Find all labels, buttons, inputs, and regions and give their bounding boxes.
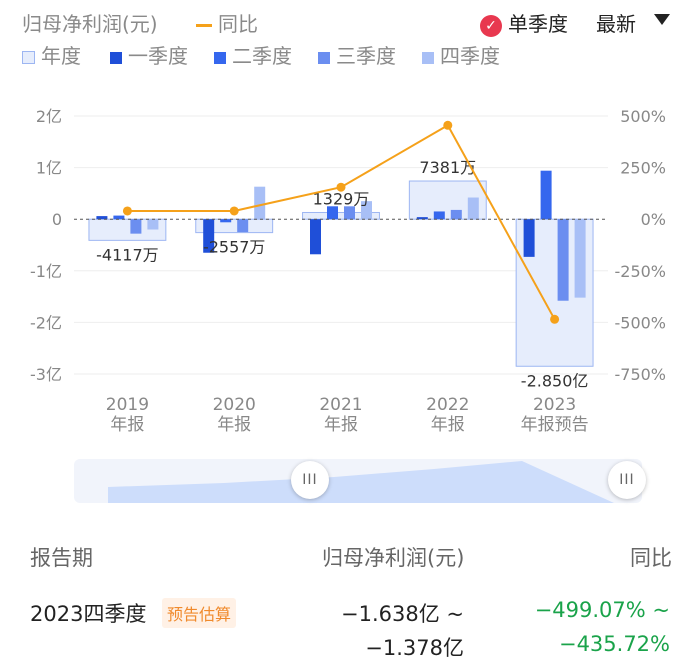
single-quarter-toggle[interactable]: ✓ 单季度 xyxy=(480,8,568,40)
latest-dropdown[interactable]: 最新 xyxy=(596,8,636,40)
quarter-bar xyxy=(96,216,108,220)
yoy-point xyxy=(122,206,132,216)
table-row[interactable]: 2023四季度 预告估算 −1.638亿 ~ −1.378亿 −499.07% … xyxy=(0,592,700,666)
legend-row-1: 归母净利润(元) 同比 ✓ 单季度 最新 xyxy=(22,8,682,40)
right-tick-label: -750% xyxy=(614,365,666,384)
right-tick-label: -250% xyxy=(614,262,666,281)
quarter-bar xyxy=(220,219,232,223)
q2-swatch-icon xyxy=(214,51,226,64)
annual-value-label: -2557万 xyxy=(203,238,266,257)
quarter-bar xyxy=(433,211,445,220)
yoy-line xyxy=(127,123,556,320)
left-tick-label: 2亿 xyxy=(36,107,62,126)
category-label: 年报 xyxy=(324,415,358,435)
annual-value-label: 7381万 xyxy=(419,158,476,177)
profit-chart[interactable]: 2亿 500% 1亿 250% 0 0% -1亿 -250% -2亿 -500% -3亿 -750% -… xyxy=(0,0,700,450)
legend-annual-label: 年度 xyxy=(41,44,81,68)
quarter-bar xyxy=(310,219,321,255)
legend-row-2: 年度 一季度 二季度 三季度 四季度 xyxy=(22,40,682,72)
estimate-tag: 预告估算 xyxy=(162,598,237,628)
slider-left-handle[interactable]: III xyxy=(291,461,329,499)
col-profit: 归母净利润(元) xyxy=(322,546,465,570)
quarter-bar xyxy=(361,201,372,220)
col-period: 报告期 xyxy=(30,546,93,570)
legend-yoy-label: 同比 xyxy=(218,12,258,36)
row-period: 2023四季度 xyxy=(30,602,147,626)
legend-q3[interactable]: 三季度 xyxy=(318,40,396,72)
legend-q4[interactable]: 四季度 xyxy=(422,40,500,72)
right-tick-label: -500% xyxy=(614,313,666,332)
range-slider[interactable]: III III xyxy=(74,459,646,503)
legend-yoy[interactable]: 同比 xyxy=(196,8,258,40)
yoy-line-icon xyxy=(196,24,212,27)
quarter-bar xyxy=(254,186,266,220)
right-tick-label: 250% xyxy=(620,159,666,178)
left-tick-label: -2亿 xyxy=(30,313,62,332)
q3-swatch-icon xyxy=(318,51,330,64)
quarter-bar xyxy=(327,206,338,220)
quarter-bar xyxy=(574,219,586,298)
right-tick-label: 500% xyxy=(620,107,666,126)
category-label: 年报 xyxy=(110,415,144,435)
category-label: 2019 xyxy=(106,395,149,415)
category-label: 年报 xyxy=(431,415,465,435)
annual-value-label: -4117万 xyxy=(96,245,159,264)
slider-preview xyxy=(108,461,614,503)
legend-q1-label: 一季度 xyxy=(128,44,188,68)
left-tick-label: 1亿 xyxy=(36,159,62,178)
right-tick-label: 0% xyxy=(641,210,666,229)
legend-q2-label: 二季度 xyxy=(232,44,292,68)
category-label: 2023 xyxy=(533,395,576,415)
yoy-point xyxy=(443,120,453,130)
legend-q2[interactable]: 二季度 xyxy=(214,40,292,72)
category-label: 年报 xyxy=(217,415,251,435)
annual-bar xyxy=(88,218,167,241)
category-label: 2021 xyxy=(319,395,362,415)
annual-bar xyxy=(195,218,274,234)
quarter-bar xyxy=(540,170,552,220)
quarter-bar xyxy=(130,219,142,234)
q1-swatch-icon xyxy=(110,51,122,64)
legend-q1[interactable]: 一季度 xyxy=(110,40,188,72)
col-yoy: 同比 xyxy=(630,546,672,570)
legend-metric: 归母净利润(元) xyxy=(22,12,158,36)
quarter-bar xyxy=(237,219,249,233)
legend-annual[interactable]: 年度 xyxy=(22,40,81,72)
annual-swatch-icon xyxy=(22,51,35,64)
category-label: 年报预告 xyxy=(521,415,589,435)
q4-swatch-icon xyxy=(422,51,434,64)
yoy-point xyxy=(550,314,560,324)
table-header: 报告期 归母净利润(元) 同比 xyxy=(0,536,700,572)
dropdown-triangle-icon[interactable] xyxy=(654,14,670,25)
row-profit-low: −1.638亿 ~ xyxy=(341,602,464,626)
category-label: 2020 xyxy=(213,395,256,415)
quarter-bar xyxy=(523,219,535,257)
category-label: 2022 xyxy=(426,395,469,415)
quarter-bar xyxy=(557,219,569,301)
legend-q4-label: 四季度 xyxy=(440,44,500,68)
latest-label: 最新 xyxy=(596,12,636,36)
quarter-bar xyxy=(416,217,428,220)
left-tick-label: 0 xyxy=(52,210,62,229)
row-profit-high: −1.378亿 xyxy=(365,636,464,660)
left-tick-label: -3亿 xyxy=(30,365,62,384)
single-quarter-label: 单季度 xyxy=(508,12,568,36)
quarter-bar xyxy=(203,219,215,253)
annual-value-label: -2.850亿 xyxy=(521,371,589,390)
quarter-bar xyxy=(113,215,125,220)
legend-q3-label: 三季度 xyxy=(336,44,396,68)
yoy-point xyxy=(336,182,346,192)
quarter-bar xyxy=(147,219,159,230)
row-yoy-high: −435.72% xyxy=(558,632,670,656)
annual-value-label: 1329万 xyxy=(313,189,370,208)
yoy-point xyxy=(229,206,239,216)
check-icon: ✓ xyxy=(480,14,502,37)
quarter-bar xyxy=(467,197,479,220)
quarter-bar xyxy=(344,206,355,220)
left-tick-label: -1亿 xyxy=(30,262,62,281)
slider-right-handle[interactable]: III xyxy=(608,461,646,499)
row-yoy-low: −499.07% ~ xyxy=(534,598,670,622)
quarter-bar xyxy=(450,209,462,220)
